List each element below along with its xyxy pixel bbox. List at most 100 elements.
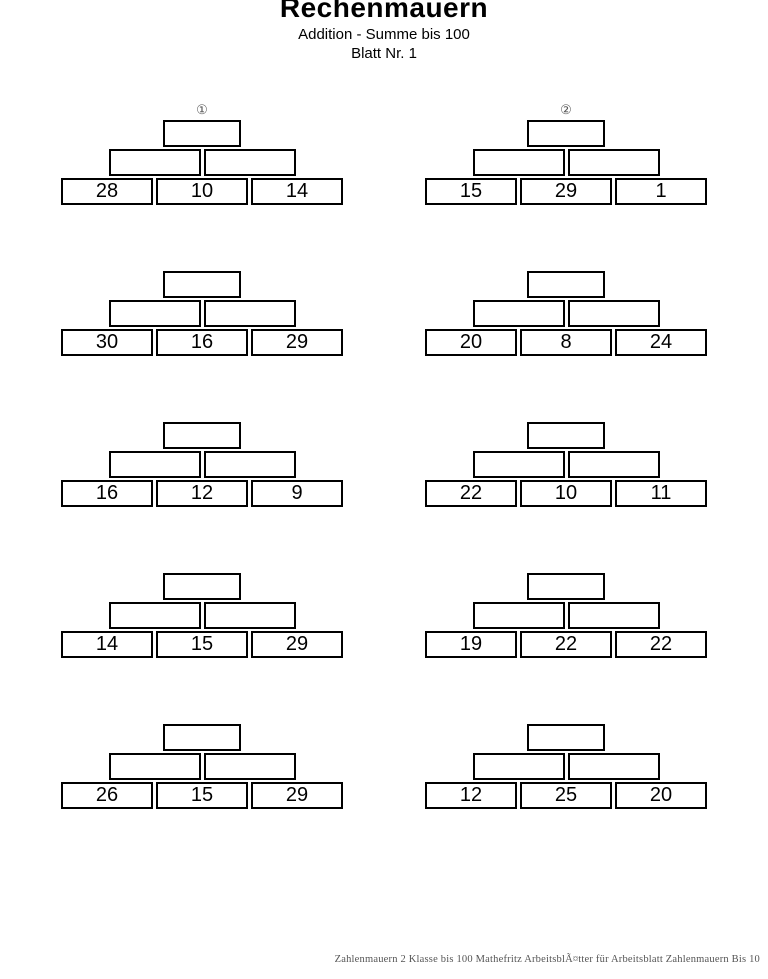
brick-empty [163,422,241,449]
brick-empty [163,120,241,147]
sheet-number: Blatt Nr. 1 [0,45,768,62]
number-pyramid: 141529 [50,555,354,658]
brick-empty [527,271,605,298]
brick-value: 29 [251,782,343,809]
pyramid-row-bottom: 221011 [425,480,707,507]
pyramid-row-top [527,573,605,600]
pyramid-row-top [527,271,605,298]
pyramid-row-top [527,422,605,449]
brick-value: 15 [156,782,248,809]
brick-value: 29 [251,631,343,658]
brick-empty [568,149,660,176]
brick-empty [568,753,660,780]
page-title: Rechenmauern [0,0,768,24]
brick-empty [204,602,296,629]
brick-value: 10 [520,480,612,507]
brick-empty [109,451,201,478]
pyramid-row-top [163,724,241,751]
pyramid-row-middle [473,300,660,327]
pyramid-row-middle [109,149,296,176]
pyramid-row-top [163,120,241,147]
brick-value: 22 [520,631,612,658]
brick-value: 8 [520,329,612,356]
number-pyramid: 20824 [414,253,718,356]
brick-value: 25 [520,782,612,809]
number-pyramid: 16129 [50,404,354,507]
brick-value: 12 [156,480,248,507]
brick-value: 29 [251,329,343,356]
brick-empty [527,724,605,751]
brick-value: 22 [615,631,707,658]
pyramid-row-middle [109,602,296,629]
brick-empty [204,753,296,780]
brick-value: 24 [615,329,707,356]
pyramid-row-top [163,573,241,600]
pyramid-row-bottom: 122520 [425,782,707,809]
brick-empty [109,753,201,780]
pyramid-row-bottom: 20824 [425,329,707,356]
pyramid-row-bottom: 16129 [61,480,343,507]
brick-empty [109,300,201,327]
pyramid-row-bottom: 261529 [61,782,343,809]
brick-value: 11 [615,480,707,507]
brick-value: 28 [61,178,153,205]
brick-value: 20 [425,329,517,356]
brick-empty [204,300,296,327]
brick-empty [109,149,201,176]
brick-empty [568,451,660,478]
number-pyramid: 301629 [50,253,354,356]
brick-value: 26 [61,782,153,809]
pyramid-row-top [163,271,241,298]
brick-value: 9 [251,480,343,507]
pyramid-row-top [163,422,241,449]
brick-value: 29 [520,178,612,205]
number-pyramid: ① 281014 [50,102,354,205]
brick-empty [473,451,565,478]
pyramid-row-middle [473,149,660,176]
brick-empty [568,300,660,327]
brick-value: 12 [425,782,517,809]
worksheet-page: Rechenmauern Addition - Summe bis 100 Bl… [0,0,768,971]
brick-empty [527,120,605,147]
brick-empty [568,602,660,629]
pyramid-row-middle [473,451,660,478]
pyramid-row-top [527,120,605,147]
brick-empty [204,451,296,478]
number-pyramid: 221011 [414,404,718,507]
brick-empty [163,573,241,600]
brick-empty [527,422,605,449]
worksheet-header: Rechenmauern Addition - Summe bis 100 Bl… [0,0,768,62]
brick-value: 15 [156,631,248,658]
brick-empty [473,300,565,327]
pyramid-row-bottom: 141529 [61,631,343,658]
pyramid-row-middle [109,753,296,780]
page-subtitle: Addition - Summe bis 100 [0,26,768,43]
pyramid-row-bottom: 281014 [61,178,343,205]
brick-value: 20 [615,782,707,809]
pyramid-row-bottom: 301629 [61,329,343,356]
pyramid-marker: ② [560,102,572,118]
pyramid-row-middle [109,451,296,478]
brick-value: 30 [61,329,153,356]
pyramid-row-middle [473,602,660,629]
brick-empty [473,753,565,780]
brick-value: 19 [425,631,517,658]
brick-value: 22 [425,480,517,507]
brick-empty [163,724,241,751]
pyramid-row-bottom: 192222 [425,631,707,658]
brick-empty [204,149,296,176]
brick-value: 10 [156,178,248,205]
brick-value: 1 [615,178,707,205]
brick-empty [527,573,605,600]
pyramid-row-top [527,724,605,751]
brick-value: 16 [61,480,153,507]
brick-empty [109,602,201,629]
pyramid-marker: ① [196,102,208,118]
pyramid-row-middle [473,753,660,780]
number-pyramid: 192222 [414,555,718,658]
image-caption: Zahlenmauern 2 Klasse bis 100 Mathefritz… [335,954,760,965]
number-pyramid: 261529 [50,706,354,809]
brick-empty [473,602,565,629]
number-pyramid: 122520 [414,706,718,809]
number-pyramid: ②15291 [414,102,718,205]
